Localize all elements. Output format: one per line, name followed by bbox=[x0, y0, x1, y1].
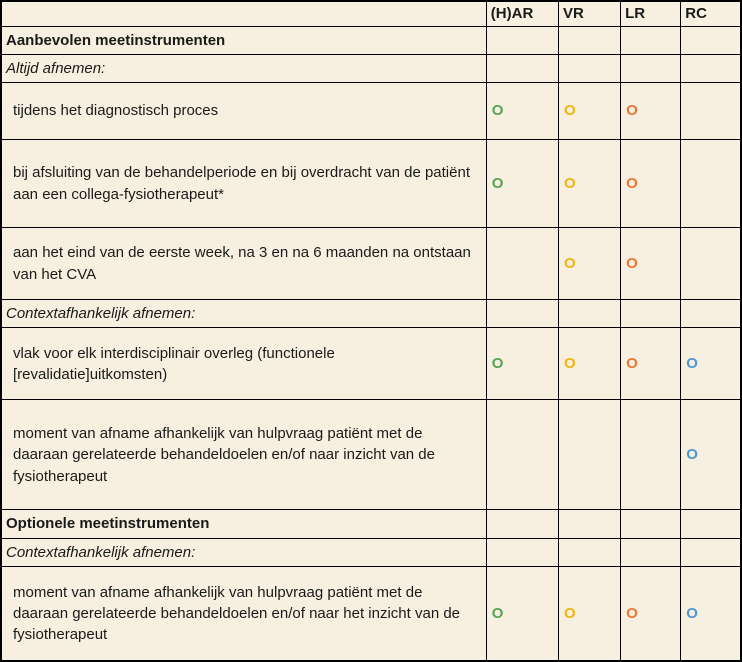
yellow-marker: O bbox=[563, 355, 576, 373]
marker-cell: O bbox=[620, 139, 682, 229]
table-row: Contextafhankelijk afnemen: bbox=[0, 299, 742, 329]
marker-cell: O bbox=[557, 327, 622, 401]
marker-cell bbox=[557, 399, 622, 511]
yellow-marker: O bbox=[563, 174, 576, 192]
orange-marker: O bbox=[626, 174, 638, 192]
orange-marker: O bbox=[626, 254, 638, 272]
marker-cell bbox=[680, 53, 742, 84]
table-row: Optionele meetinstrumenten bbox=[0, 509, 742, 539]
marker-cell: O bbox=[680, 565, 742, 662]
column-header: (H)AR bbox=[485, 0, 559, 27]
blue-marker: O bbox=[686, 355, 698, 373]
marker-cell: O bbox=[557, 227, 622, 301]
marker-cell bbox=[680, 227, 742, 301]
marker-cell bbox=[620, 399, 682, 511]
marker-cell: O bbox=[620, 82, 682, 141]
marker-cell: O bbox=[485, 565, 559, 662]
marker-cell bbox=[557, 537, 622, 567]
row-label: moment van afname afhankelijk van hulpvr… bbox=[0, 399, 487, 511]
marker-cell bbox=[557, 509, 622, 539]
row-label: tijdens het diagnostisch proces bbox=[0, 82, 487, 141]
marker-cell bbox=[680, 82, 742, 141]
column-header: VR bbox=[557, 0, 622, 27]
marker-cell: O bbox=[485, 327, 559, 401]
row-label: vlak voor elk interdisciplinair overleg … bbox=[0, 327, 487, 401]
row-label: Aanbevolen meetinstrumenten bbox=[0, 25, 487, 55]
marker-cell bbox=[680, 537, 742, 567]
green-marker: O bbox=[491, 355, 504, 373]
marker-cell: O bbox=[557, 82, 622, 141]
orange-marker: O bbox=[626, 605, 638, 623]
row-label: bij afsluiting van de behandelperiode en… bbox=[0, 139, 487, 229]
header-row: (H)AR VR LR RC bbox=[0, 0, 742, 27]
column-header: RC bbox=[680, 0, 742, 27]
marker-cell bbox=[485, 299, 559, 329]
table-row: Altijd afnemen: bbox=[0, 53, 742, 84]
marker-cell bbox=[485, 537, 559, 567]
orange-marker: O bbox=[626, 355, 638, 373]
column-header: LR bbox=[620, 0, 682, 27]
marker-cell: O bbox=[557, 139, 622, 229]
marker-cell bbox=[485, 227, 559, 301]
marker-cell bbox=[485, 53, 559, 84]
marker-cell: O bbox=[680, 327, 742, 401]
table-row: moment van afname afhankelijk van hulpvr… bbox=[0, 565, 742, 662]
marker-cell: O bbox=[620, 227, 682, 301]
row-label: Altijd afnemen: bbox=[0, 53, 487, 84]
row-label: moment van afname afhankelijk van hulpvr… bbox=[0, 565, 487, 662]
yellow-marker: O bbox=[563, 605, 576, 623]
marker-cell: O bbox=[485, 139, 559, 229]
table-row: moment van afname afhankelijk van hulpvr… bbox=[0, 399, 742, 511]
table-header: (H)AR VR LR RC bbox=[0, 0, 742, 27]
marker-cell bbox=[485, 399, 559, 511]
marker-cell bbox=[620, 509, 682, 539]
table-row: aan het eind van de eerste week, na 3 en… bbox=[0, 227, 742, 301]
blue-marker: O bbox=[686, 605, 698, 623]
yellow-marker: O bbox=[563, 254, 576, 272]
orange-marker: O bbox=[626, 102, 638, 120]
marker-cell: O bbox=[620, 565, 682, 662]
marker-cell bbox=[680, 299, 742, 329]
table-row: vlak voor elk interdisciplinair overleg … bbox=[0, 327, 742, 401]
table-row: bij afsluiting van de behandelperiode en… bbox=[0, 139, 742, 229]
row-label: Contextafhankelijk afnemen: bbox=[0, 299, 487, 329]
marker-cell: O bbox=[485, 82, 559, 141]
green-marker: O bbox=[491, 174, 504, 192]
row-label: aan het eind van de eerste week, na 3 en… bbox=[0, 227, 487, 301]
marker-cell bbox=[620, 25, 682, 55]
marker-cell bbox=[557, 25, 622, 55]
table-row: Aanbevolen meetinstrumenten bbox=[0, 25, 742, 55]
marker-cell bbox=[620, 537, 682, 567]
green-marker: O bbox=[491, 102, 504, 120]
marker-cell: O bbox=[557, 565, 622, 662]
row-label: Contextafhankelijk afnemen: bbox=[0, 537, 487, 567]
marker-cell: O bbox=[680, 399, 742, 511]
blue-marker: O bbox=[686, 446, 698, 464]
green-marker: O bbox=[491, 605, 504, 623]
marker-cell bbox=[620, 299, 682, 329]
table-body: Aanbevolen meetinstrumenten Altijd afneme… bbox=[0, 25, 742, 662]
marker-cell bbox=[557, 53, 622, 84]
marker-cell bbox=[485, 25, 559, 55]
column-header-empty bbox=[0, 0, 487, 27]
table-row: Contextafhankelijk afnemen: bbox=[0, 537, 742, 567]
marker-cell bbox=[620, 53, 682, 84]
marker-cell bbox=[680, 509, 742, 539]
marker-cell bbox=[680, 139, 742, 229]
marker-cell bbox=[485, 509, 559, 539]
table-row: tijdens het diagnostisch proces O O O bbox=[0, 82, 742, 141]
row-label: Optionele meetinstrumenten bbox=[0, 509, 487, 539]
yellow-marker: O bbox=[563, 102, 576, 120]
marker-cell: O bbox=[620, 327, 682, 401]
marker-cell bbox=[680, 25, 742, 55]
marker-cell bbox=[557, 299, 622, 329]
